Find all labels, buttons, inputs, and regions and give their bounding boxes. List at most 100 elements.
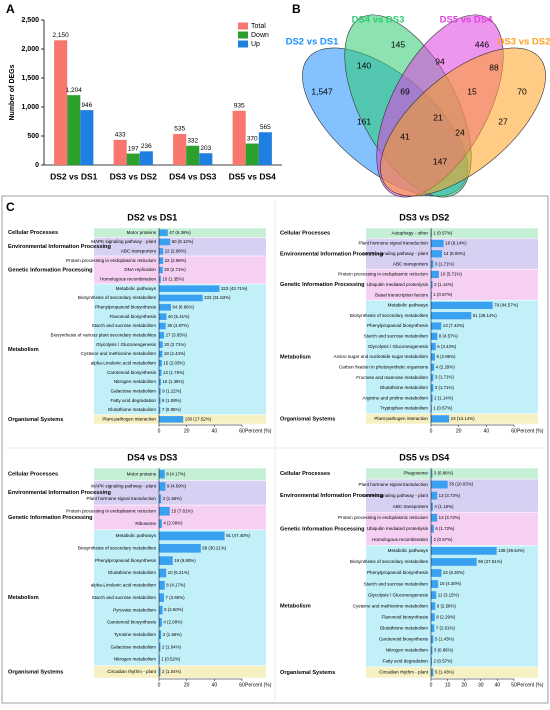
legend-swatch bbox=[238, 31, 248, 39]
x-tick-label: 20 bbox=[184, 428, 190, 434]
pathway-label: Amino sugar and nucleotide sugar metabol… bbox=[334, 354, 429, 359]
pathway-label: Biosynthesis of various plant secondary … bbox=[51, 333, 157, 338]
pathway-label: ABC transporters bbox=[393, 504, 429, 509]
value-label: 10 (5.71%) bbox=[440, 272, 462, 277]
group-label: Cellular Processes bbox=[280, 471, 330, 477]
value-label: 7 (0.95%) bbox=[162, 407, 182, 412]
pathway-label: Nitrogen metabolism bbox=[386, 648, 428, 653]
group-label: Cellular Processes bbox=[8, 472, 58, 478]
group-label: Cellular Processes bbox=[280, 231, 330, 237]
x-tick-label: 40 bbox=[495, 682, 501, 688]
bar bbox=[159, 556, 173, 565]
pathway-label: Metabolic pathways bbox=[116, 533, 157, 538]
venn-count: 88 bbox=[489, 62, 499, 72]
value-label: 13 (3.72%) bbox=[439, 515, 461, 520]
value-label: 22 (2.98%) bbox=[165, 248, 187, 253]
bar bbox=[431, 491, 438, 500]
bar bbox=[139, 151, 153, 165]
pathway-label: Metabolic pathways bbox=[116, 286, 157, 291]
venn-count: 147 bbox=[433, 156, 447, 166]
bar bbox=[159, 229, 168, 236]
value-label: 10 (1.35%) bbox=[162, 379, 184, 384]
pathway-label: Fatty acid degradation bbox=[111, 398, 157, 403]
bar bbox=[245, 143, 259, 165]
group-band bbox=[366, 413, 538, 424]
bar bbox=[159, 642, 161, 652]
pathway-label: ABC transporters bbox=[121, 249, 157, 254]
bar bbox=[431, 524, 434, 533]
group-band bbox=[366, 468, 538, 479]
x-tick-label: 20 bbox=[461, 682, 467, 688]
value-label: 1 (0.57%) bbox=[433, 230, 453, 235]
bar bbox=[199, 153, 213, 165]
group-label: Genetic Information Processing bbox=[280, 282, 365, 288]
value-label: 3 (1.71%) bbox=[435, 375, 455, 380]
bar bbox=[159, 304, 171, 311]
pathway-label: Glutathione metabolism bbox=[380, 385, 428, 390]
pathway-label: Starch and sucrose metabolism bbox=[92, 323, 157, 328]
bar bbox=[159, 322, 166, 330]
bar bbox=[159, 276, 161, 283]
value-label: 8 (1.08%) bbox=[162, 398, 182, 403]
bar bbox=[186, 145, 200, 165]
value-label: 6 (1.72%) bbox=[435, 526, 455, 531]
value-label: 15 (2.03%) bbox=[163, 360, 185, 365]
group-band bbox=[366, 512, 538, 546]
pathway-label: Autophagy - other bbox=[391, 230, 428, 235]
panel-title: DS5 vs DS4 bbox=[399, 452, 449, 462]
value-label: 2 (1.14%) bbox=[434, 395, 454, 400]
bar bbox=[159, 332, 165, 339]
group-band bbox=[94, 284, 266, 415]
bar bbox=[159, 618, 162, 627]
bar bbox=[67, 95, 81, 165]
group-label: Metabolism bbox=[8, 595, 39, 601]
group-band bbox=[366, 228, 538, 239]
venn-set-label: DS5 vs DS4 bbox=[440, 15, 494, 26]
value-label: 5 (2.86%) bbox=[436, 354, 456, 359]
pathway-label: Motor proteins bbox=[127, 471, 157, 476]
bar bbox=[159, 341, 163, 348]
pathway-label: Homologous recombination bbox=[100, 277, 156, 282]
value-label: 6 (3.43%) bbox=[437, 344, 457, 349]
x-tick-label: 20 bbox=[456, 428, 462, 434]
value-label: 935 bbox=[234, 102, 245, 109]
group-label: Genetic Information Processing bbox=[8, 267, 93, 273]
value-label: 9 (1.22%) bbox=[162, 388, 182, 393]
value-label: 13 (3.72%) bbox=[439, 493, 461, 498]
group-label: Genetic Information Processing bbox=[8, 515, 93, 521]
bar bbox=[159, 406, 161, 414]
pathway-label: Phenylpropanoid biosynthesis bbox=[367, 570, 429, 575]
panel-label: B bbox=[292, 2, 301, 16]
venn-set-label: DS3 vs DS2 bbox=[498, 37, 550, 48]
pathway-label: Basal transcription factors bbox=[375, 292, 429, 297]
x-tick-label: DS3 vs DS2 bbox=[110, 171, 158, 181]
value-label: 233 (31.53%) bbox=[204, 295, 231, 300]
value-label: 13 (7.43%) bbox=[443, 323, 465, 328]
pathway-label: MAPK signaling pathway - plant bbox=[91, 484, 157, 489]
pathway-label: Plant hormone signal transduction bbox=[87, 496, 157, 501]
group-label: Environmental Information Processing bbox=[8, 490, 111, 496]
bar bbox=[159, 605, 163, 615]
pathway-label: Arginine and proline metabolism bbox=[362, 395, 428, 400]
value-label: 5 (2.60%) bbox=[164, 607, 184, 612]
group-band bbox=[94, 468, 266, 481]
group-band bbox=[366, 479, 538, 512]
pathway-label: Protein processing in endoplasmic reticu… bbox=[338, 515, 428, 520]
bar bbox=[431, 322, 442, 330]
value-label: 3 (0.86%) bbox=[434, 471, 454, 476]
bar bbox=[431, 415, 450, 423]
venn-count: 27 bbox=[498, 116, 508, 126]
y-tick-label: 1,000 bbox=[21, 104, 39, 111]
x-tick-label: 0 bbox=[430, 428, 433, 434]
pathway-label: Fructose and mannose metabolism bbox=[356, 375, 428, 380]
value-label: 3 (1.71%) bbox=[435, 261, 455, 266]
group-label: Organismal Systems bbox=[8, 669, 63, 675]
y-tick-label: 2,000 bbox=[21, 46, 39, 53]
group-label: Organismal Systems bbox=[280, 670, 335, 676]
venn-count: 94 bbox=[435, 56, 445, 66]
bar bbox=[431, 569, 442, 577]
group-band bbox=[366, 667, 538, 678]
group-band bbox=[366, 545, 538, 667]
bar bbox=[431, 613, 435, 622]
